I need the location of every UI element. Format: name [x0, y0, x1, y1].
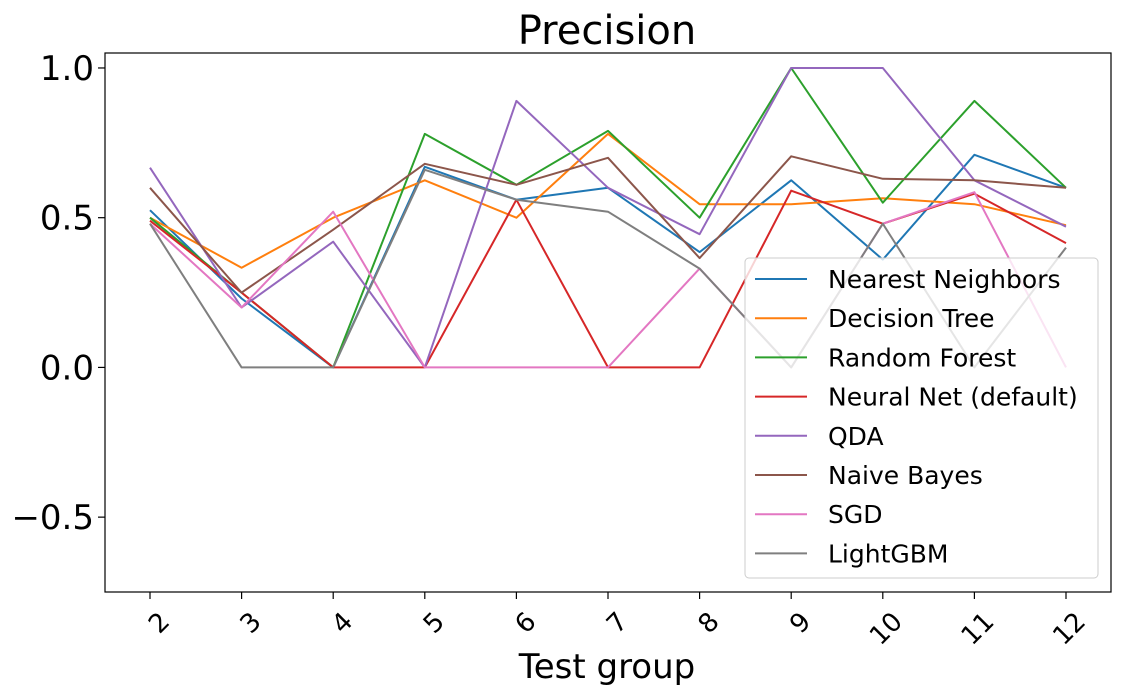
- series-line-5: [149, 155, 1067, 294]
- series-lines: [149, 67, 1067, 369]
- series-line-6: [149, 191, 1067, 369]
- legend-label: Naive Bayes: [828, 461, 983, 490]
- legend-box: [744, 257, 1099, 579]
- legend: Nearest Neighbors Decision Tree Random For…: [744, 257, 1099, 579]
- series-line-4: [149, 67, 1067, 369]
- y-tick-label: 1.0: [40, 49, 94, 89]
- x-axis: 2 3 4 5 6 7 8 9 10 11 12: [143, 592, 1092, 651]
- legend-label: SGD: [828, 500, 883, 529]
- legend-label: Random Forest: [828, 343, 1016, 372]
- x-tick-label: 6: [509, 607, 542, 640]
- x-tick-label: 7: [601, 607, 634, 640]
- x-tick-label: 3: [235, 607, 268, 640]
- y-tick-label: −0.5: [11, 498, 94, 538]
- x-tick-label: 12: [1047, 607, 1092, 652]
- x-tick-label: 4: [326, 607, 359, 640]
- x-tick-label: 2: [143, 607, 176, 640]
- legend-label: QDA: [828, 422, 884, 451]
- series-line-1: [149, 132, 1067, 269]
- x-axis-label: Test group: [518, 647, 696, 687]
- x-tick-label: 10: [864, 607, 909, 652]
- x-tick-label: 11: [956, 607, 1001, 652]
- x-tick-label: 8: [693, 607, 726, 640]
- x-tick-label: 9: [784, 607, 817, 640]
- legend-label: Neural Net (default): [828, 383, 1078, 412]
- y-axis: −0.5 0.0 0.5 1.0: [11, 49, 105, 538]
- chart-title: Precision: [518, 8, 696, 54]
- y-tick-label: 0.0: [40, 348, 94, 388]
- legend-label: Nearest Neighbors: [828, 265, 1061, 294]
- x-tick-label: 5: [418, 607, 451, 640]
- plot-area: [104, 52, 1112, 593]
- legend-label: LightGBM: [828, 539, 948, 568]
- legend-label: Decision Tree: [828, 304, 994, 333]
- y-tick-label: 0.5: [40, 199, 94, 239]
